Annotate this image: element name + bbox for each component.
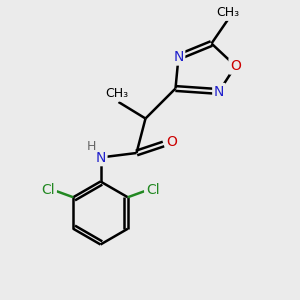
Text: H: H xyxy=(87,140,96,153)
Text: O: O xyxy=(167,136,177,149)
Text: Cl: Cl xyxy=(41,183,55,197)
Text: N: N xyxy=(214,85,224,98)
Text: CH₃: CH₃ xyxy=(216,6,240,20)
Text: O: O xyxy=(230,59,241,73)
Text: N: N xyxy=(95,151,106,164)
Text: H: H xyxy=(87,140,96,153)
Text: CH₃: CH₃ xyxy=(105,87,129,100)
Text: Cl: Cl xyxy=(146,183,160,197)
Text: N: N xyxy=(95,151,106,164)
Text: N: N xyxy=(173,50,184,64)
